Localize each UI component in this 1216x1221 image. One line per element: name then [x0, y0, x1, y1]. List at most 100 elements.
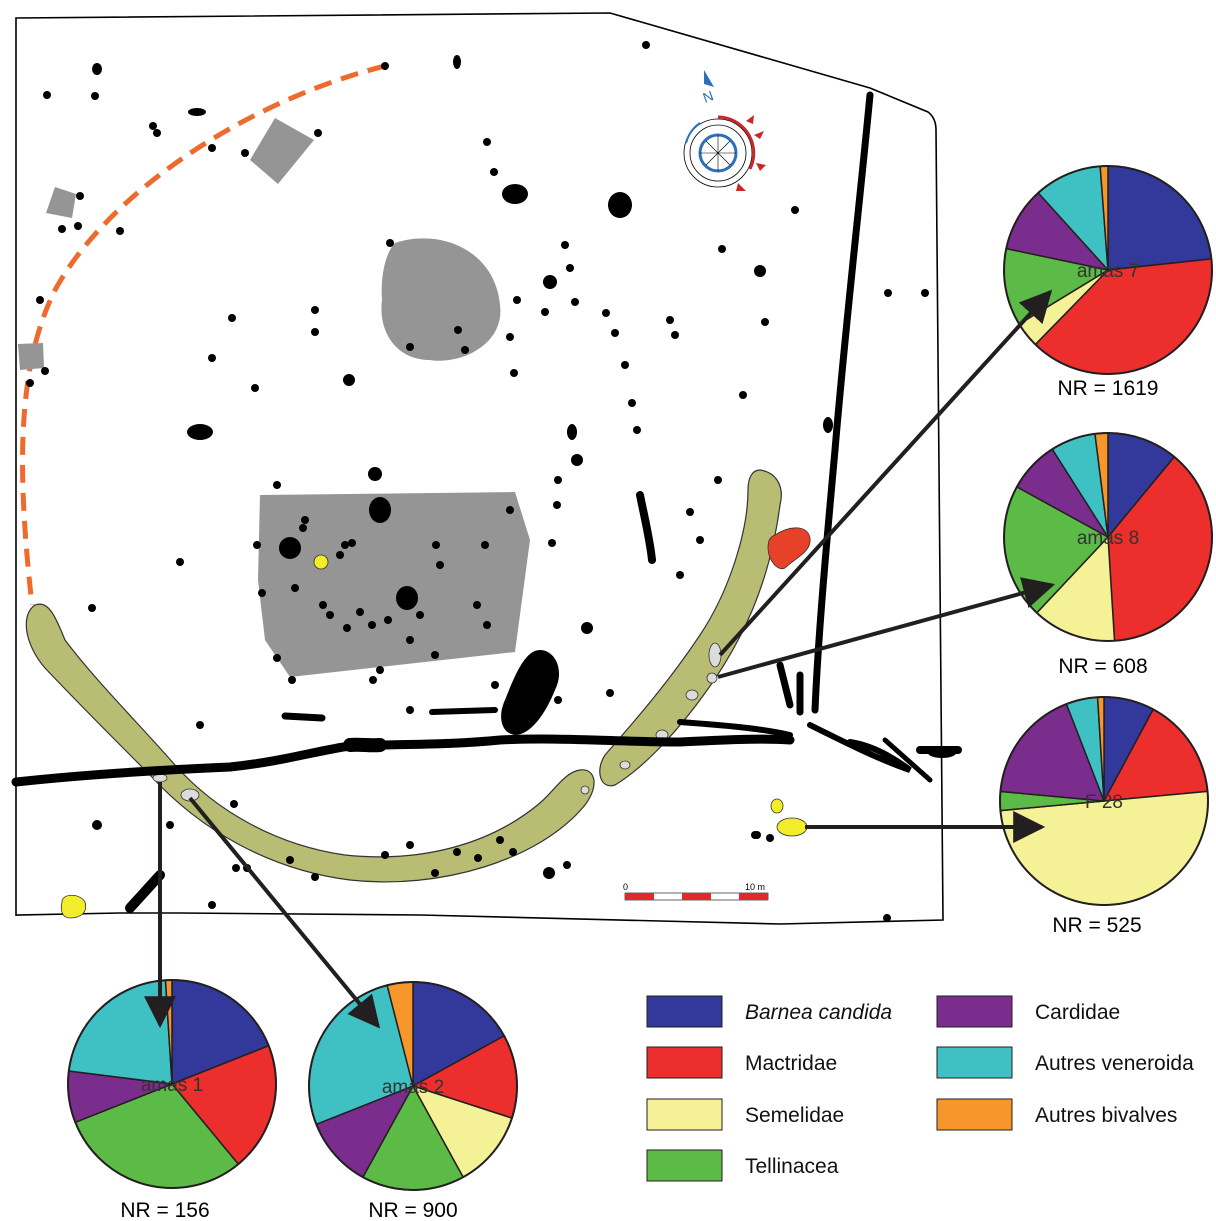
posthole — [384, 616, 392, 624]
arrow-amas7 — [718, 289, 1053, 657]
posthole — [606, 689, 614, 697]
yellow-pit-f28 — [776, 817, 808, 837]
posthole — [116, 227, 124, 235]
link-arrows — [144, 289, 1056, 1029]
shell-heaps — [152, 642, 722, 802]
pie-slice-barnea — [1107, 165, 1213, 271]
posthole — [381, 62, 389, 70]
posthole — [74, 222, 82, 230]
posthole — [149, 122, 157, 130]
pie-chart-amas7: amas 7 — [1003, 165, 1213, 375]
pie-outline — [999, 696, 1209, 906]
pie-outline — [1003, 432, 1213, 642]
nr-label-amas1: NR = 156 — [120, 1199, 209, 1221]
posthole — [483, 621, 491, 629]
posthole — [633, 426, 641, 434]
posthole — [336, 551, 344, 559]
pie-chart-amas2: amas 2 — [308, 981, 518, 1191]
posthole — [548, 539, 556, 547]
posthole — [718, 245, 726, 253]
posthole — [208, 354, 216, 362]
posthole — [506, 506, 514, 514]
posthole — [714, 476, 722, 484]
legend-label-barnea: Barnea candida — [745, 1001, 892, 1024]
posthole — [510, 369, 518, 377]
gray-square-b — [46, 187, 76, 218]
posthole — [921, 289, 929, 297]
round-gray-feature — [381, 238, 501, 361]
pie-center-label: amas 7 — [1077, 261, 1139, 282]
posthole — [431, 869, 439, 877]
posthole — [753, 831, 761, 839]
yellow-pit-southwest — [60, 894, 87, 919]
excavation-boundary — [15, 12, 944, 925]
yellow-pit-house — [313, 554, 329, 570]
posthole — [883, 914, 891, 922]
posthole — [676, 571, 684, 579]
posthole — [291, 584, 299, 592]
posthole — [474, 854, 482, 862]
posthole — [513, 296, 521, 304]
posthole — [341, 541, 349, 549]
yellow-pit-f28-small — [770, 798, 784, 814]
posthole — [416, 611, 424, 619]
posthole — [483, 138, 491, 146]
posthole — [666, 316, 674, 324]
posthole — [431, 651, 439, 659]
pie-chart-amas8: amas 8 — [1003, 432, 1213, 642]
house-floor-large — [258, 492, 530, 677]
nr-label-amas8: NR = 608 — [1058, 655, 1147, 678]
pie-center-label: amas 1 — [141, 1075, 203, 1096]
posthole — [432, 541, 440, 549]
posthole — [563, 861, 571, 869]
posthole — [368, 621, 376, 629]
posthole — [381, 851, 389, 859]
posthole — [273, 481, 281, 489]
posthole — [686, 508, 694, 516]
nr-label-amas2: NR = 900 — [368, 1199, 457, 1221]
posthole — [791, 206, 799, 214]
arrow-amas2 — [188, 796, 381, 1029]
pie-outline — [308, 981, 518, 1191]
posthole — [326, 611, 334, 619]
gray-square-c — [18, 343, 44, 370]
posthole — [196, 721, 204, 729]
posthole — [611, 329, 619, 337]
legend-swatch-bivalves — [936, 1098, 1013, 1131]
nr-label-f28: NR = 525 — [1052, 914, 1141, 937]
pie-chart-amas1: amas 1 — [67, 979, 277, 1189]
posthole — [88, 604, 96, 612]
posthole — [369, 676, 377, 684]
legend-swatch-semelidae — [646, 1098, 723, 1131]
posthole — [311, 328, 319, 336]
posthole — [406, 706, 414, 714]
legend-label-veneroida: Autres veneroida — [1035, 1052, 1194, 1075]
posthole — [553, 501, 561, 509]
compass-rose: N — [683, 70, 766, 191]
posthole — [258, 589, 266, 597]
posthole — [41, 367, 49, 375]
posthole — [348, 539, 356, 547]
legend-swatch-barnea — [646, 995, 723, 1028]
posthole — [288, 676, 296, 684]
posthole — [43, 91, 51, 99]
posthole — [541, 308, 549, 316]
posthole — [490, 168, 498, 176]
posthole — [761, 318, 769, 326]
posthole — [311, 306, 319, 314]
posthole — [251, 384, 259, 392]
north-arrow-icon — [704, 70, 714, 87]
posthole — [642, 41, 650, 49]
posthole — [554, 476, 562, 484]
posthole — [481, 541, 489, 549]
pie-slice-veneroida — [67, 979, 173, 1085]
posthole — [58, 225, 66, 233]
posthole — [561, 241, 569, 249]
large-pits — [92, 55, 956, 879]
posthole — [461, 346, 469, 354]
dashed-enclosure — [20, 63, 386, 606]
arrow-amas8 — [717, 577, 1056, 679]
pie-center-label: amas 8 — [1077, 528, 1139, 549]
posthole — [376, 666, 384, 674]
